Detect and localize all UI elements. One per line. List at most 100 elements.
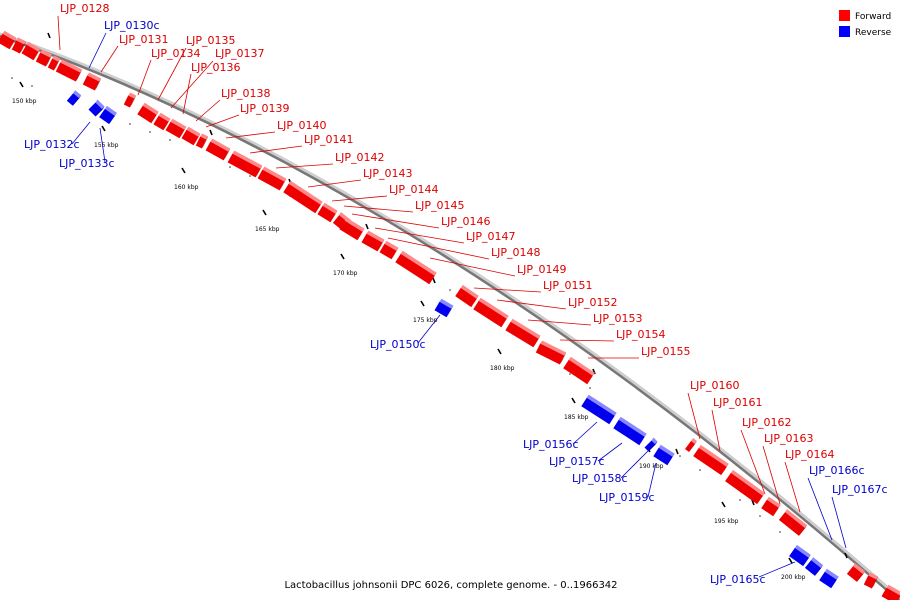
genome-backbone bbox=[0, 32, 900, 600]
backbone-highlight bbox=[0, 32, 900, 600]
gene-label[interactable]: LJP_0139 bbox=[240, 102, 290, 115]
reverse-gene[interactable] bbox=[789, 544, 811, 567]
gene-label[interactable]: LJP_0165c bbox=[710, 573, 766, 586]
forward-gene[interactable] bbox=[257, 166, 287, 191]
gene-label[interactable]: LJP_0136 bbox=[191, 61, 241, 74]
forward-gene[interactable] bbox=[535, 340, 567, 365]
forward-gene[interactable] bbox=[165, 118, 187, 139]
gene-label[interactable]: LJP_0164 bbox=[785, 448, 835, 461]
forward-gene[interactable] bbox=[35, 49, 53, 67]
forward-gene[interactable] bbox=[205, 138, 231, 161]
forward-gene[interactable] bbox=[563, 356, 595, 385]
forward-gene[interactable] bbox=[685, 438, 697, 452]
gene-label[interactable]: LJP_0159c bbox=[599, 491, 655, 504]
gene-leader-line bbox=[99, 127, 106, 163]
gene-label[interactable]: LJP_0130c bbox=[104, 19, 160, 32]
legend: Forward Reverse bbox=[839, 10, 892, 38]
forward-gene[interactable] bbox=[181, 126, 201, 146]
gene-label[interactable]: LJP_0131 bbox=[119, 33, 169, 46]
gene-label[interactable]: LJP_0152 bbox=[568, 296, 618, 309]
reverse-gene[interactable] bbox=[434, 298, 454, 318]
gene-label[interactable]: LJP_0135 bbox=[186, 34, 236, 47]
gene-label[interactable]: LJP_0137 bbox=[215, 47, 265, 60]
gene-label[interactable]: LJP_0144 bbox=[389, 183, 439, 196]
forward-gene[interactable] bbox=[47, 55, 61, 71]
gene-label[interactable]: LJP_0161 bbox=[713, 396, 763, 409]
gene-label[interactable]: LJP_0149 bbox=[517, 263, 567, 276]
scale-dot bbox=[11, 77, 13, 79]
forward-gene[interactable] bbox=[846, 563, 866, 582]
reverse-gene[interactable] bbox=[653, 444, 675, 466]
forward-gene[interactable] bbox=[283, 180, 323, 214]
gene-label[interactable]: LJP_0162 bbox=[742, 416, 792, 429]
gene-label[interactable]: LJP_0153 bbox=[593, 312, 643, 325]
reverse-gene[interactable] bbox=[581, 394, 617, 425]
gene-label[interactable]: LJP_0167c bbox=[832, 483, 888, 496]
forward-gene[interactable] bbox=[473, 297, 509, 328]
reverse-gene[interactable] bbox=[804, 557, 824, 576]
forward-gene[interactable] bbox=[123, 92, 137, 108]
scale-dots bbox=[11, 77, 781, 533]
gene-label[interactable]: LJP_0158c bbox=[572, 472, 628, 485]
gene-label[interactable]: LJP_0156c bbox=[523, 438, 579, 451]
reverse-gene[interactable] bbox=[66, 90, 82, 106]
gene-leader-lines bbox=[57, 15, 847, 578]
reverse-gene[interactable] bbox=[613, 416, 647, 446]
gene-label[interactable]: LJP_0142 bbox=[335, 151, 385, 164]
gene-label[interactable]: LJP_0160 bbox=[690, 379, 740, 392]
scale-ticks: 150 kbp 155 kbp 160 kbp 165 kbp 170 kbp 175 k… bbox=[12, 32, 848, 581]
scale-tick bbox=[262, 209, 267, 216]
feature-tick bbox=[209, 129, 213, 136]
forward-gene[interactable] bbox=[82, 72, 102, 91]
gene-label[interactable]: LJP_0134 bbox=[151, 47, 201, 60]
gene-label[interactable]: LJP_0147 bbox=[466, 230, 516, 243]
forward-gene[interactable] bbox=[195, 133, 209, 149]
forward-gene[interactable] bbox=[505, 318, 541, 348]
gene-leader-line bbox=[687, 392, 701, 440]
gene-features bbox=[0, 30, 900, 600]
reverse-gene[interactable] bbox=[99, 105, 117, 125]
gene-leader-line bbox=[387, 237, 490, 260]
forward-gene[interactable] bbox=[455, 284, 479, 308]
gene-label[interactable]: LJP_0155 bbox=[641, 345, 691, 358]
gene-label[interactable]: LJP_0140 bbox=[277, 119, 327, 132]
forward-gene[interactable] bbox=[227, 150, 263, 178]
gene-label[interactable]: LJP_0154 bbox=[616, 328, 666, 341]
forward-gene[interactable] bbox=[725, 469, 765, 505]
forward-gene[interactable] bbox=[137, 102, 159, 124]
gene-label[interactable]: LJP_0132c bbox=[24, 138, 80, 151]
forward-gene[interactable] bbox=[693, 444, 729, 476]
reverse-gene[interactable] bbox=[88, 99, 105, 117]
reverse-gene[interactable] bbox=[644, 437, 658, 452]
forward-gene[interactable] bbox=[361, 230, 385, 252]
forward-gene[interactable] bbox=[881, 584, 900, 600]
forward-gene[interactable] bbox=[55, 59, 83, 82]
gene-label[interactable]: LJP_0150c bbox=[370, 338, 426, 351]
gene-label[interactable]: LJP_0157c bbox=[549, 455, 605, 468]
gene-label[interactable]: LJP_0141 bbox=[304, 133, 354, 146]
forward-gene[interactable] bbox=[0, 30, 17, 50]
forward-gene[interactable] bbox=[153, 112, 171, 131]
scale-dot bbox=[739, 499, 741, 501]
forward-gene[interactable] bbox=[339, 217, 365, 241]
gene-label[interactable]: LJP_0146 bbox=[441, 215, 491, 228]
gene-label[interactable]: LJP_0151 bbox=[543, 279, 593, 292]
forward-gene[interactable] bbox=[778, 509, 808, 536]
feature-tick bbox=[751, 499, 755, 506]
gene-label[interactable]: LJP_0143 bbox=[363, 167, 413, 180]
forward-gene[interactable] bbox=[317, 202, 338, 223]
gene-label[interactable]: LJP_0133c bbox=[59, 157, 115, 170]
forward-gene[interactable] bbox=[863, 572, 879, 589]
reverse-gene[interactable] bbox=[819, 568, 839, 589]
forward-gene[interactable] bbox=[11, 37, 27, 54]
gene-label[interactable]: LJP_0138 bbox=[221, 87, 271, 100]
gene-label[interactable]: LJP_0166c bbox=[809, 464, 865, 477]
gene-label[interactable]: LJP_0145 bbox=[415, 199, 465, 212]
gene-label[interactable]: LJP_0163 bbox=[764, 432, 814, 445]
forward-gene[interactable] bbox=[395, 250, 437, 285]
forward-gene[interactable] bbox=[761, 496, 781, 517]
gene-label[interactable]: LJP_0148 bbox=[491, 246, 541, 259]
forward-gene[interactable] bbox=[21, 41, 41, 61]
forward-gene[interactable] bbox=[379, 240, 399, 260]
gene-label[interactable]: LJP_0128 bbox=[60, 2, 110, 15]
